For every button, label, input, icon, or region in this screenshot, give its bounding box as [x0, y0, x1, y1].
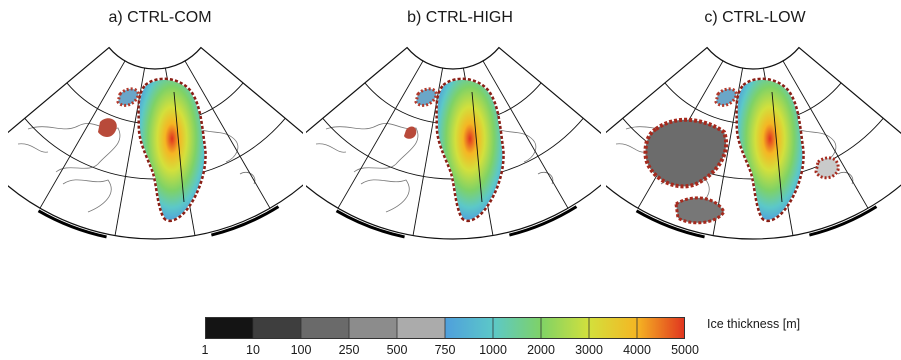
coastline — [325, 123, 419, 173]
meridian — [771, 91, 783, 203]
colorbar-tick-label: 100 — [290, 343, 312, 357]
colorbar-segment — [445, 317, 494, 339]
colorbar-tick-label: 750 — [434, 343, 456, 357]
colorbar-label: Ice thickness [m] — [707, 317, 801, 331]
frame-scale-mark — [335, 209, 405, 239]
frame-scale-mark — [37, 209, 107, 239]
meridian — [471, 91, 483, 203]
meridian — [184, 60, 271, 209]
frame-scale-mark — [809, 205, 878, 237]
colorbar-segment — [205, 317, 254, 339]
frame-scale-mark — [211, 205, 280, 237]
colorbar-tick-label: 4000 — [623, 343, 651, 357]
ice-sheet — [737, 80, 803, 220]
coastline — [27, 123, 121, 173]
colorbar-segment — [349, 317, 398, 339]
ice-sheet — [437, 80, 503, 220]
coastline — [795, 128, 837, 163]
coastline — [197, 128, 239, 163]
colorbar-segment — [301, 317, 350, 339]
ice-sheet — [139, 80, 205, 220]
colorbar-segment — [541, 317, 590, 339]
colorbar — [205, 317, 685, 339]
colorbar-tick-label: 3000 — [575, 343, 603, 357]
colorbar-tick-label: 10 — [246, 343, 260, 357]
colorbar-tick-label: 1000 — [479, 343, 507, 357]
extended-ice-field — [643, 117, 728, 189]
ice-cap — [414, 87, 438, 107]
coastline — [17, 143, 49, 153]
map-content — [615, 60, 884, 236]
extended-ice-field — [814, 156, 840, 180]
coastline — [495, 128, 537, 163]
panel-c-title: c) CTRL-LOW — [704, 9, 806, 26]
panel-b-title: b) CTRL-HIGH — [407, 9, 513, 26]
colorbar-segment — [589, 317, 638, 339]
colorbar-segment — [397, 317, 446, 339]
colorbar-tick-label: 1 — [201, 343, 209, 357]
map-panel-a — [8, 46, 303, 240]
ice-cap — [116, 87, 140, 107]
colorbar-tick-label: 2000 — [527, 343, 555, 357]
frame-scale-mark — [509, 205, 578, 237]
map-panel-c — [606, 46, 901, 240]
meridian — [782, 60, 869, 209]
coastline — [315, 143, 347, 153]
ice-cap — [714, 87, 738, 107]
colorbar-tick-label: 5000 — [671, 343, 699, 357]
map-content — [17, 60, 286, 236]
meridian — [173, 91, 185, 203]
colorbar-tick-label: 250 — [338, 343, 360, 357]
map-content — [315, 60, 584, 236]
colorbar-segment — [253, 317, 302, 339]
meridian — [337, 60, 424, 209]
coastline — [360, 179, 410, 213]
map-panel-b — [306, 46, 601, 240]
colorbar-segment — [493, 317, 542, 339]
colorbar-segment — [637, 317, 685, 339]
frame-scale-mark — [635, 209, 705, 239]
coastline — [62, 179, 112, 213]
meridian — [482, 60, 569, 209]
extended-ice-field — [674, 196, 726, 225]
peripheral-ice — [404, 126, 417, 139]
panel-a-title: a) CTRL-COM — [108, 9, 212, 26]
colorbar-tick-label: 500 — [386, 343, 408, 357]
peripheral-ice — [98, 118, 117, 137]
meridian — [39, 60, 126, 209]
